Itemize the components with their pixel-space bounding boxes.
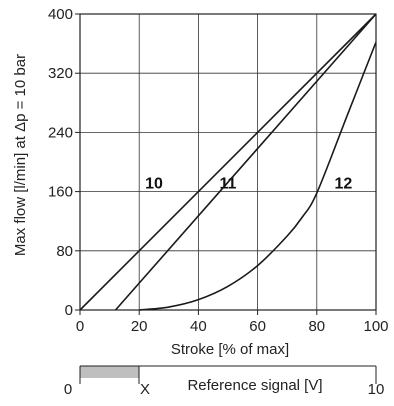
curve-labels: 10 11 12 bbox=[145, 176, 352, 193]
reference-axis-end-label: 10 bbox=[368, 381, 385, 398]
reference-shaded-range bbox=[80, 366, 140, 378]
reference-axis-start-label: 0 bbox=[64, 381, 72, 398]
curve-label-10: 10 bbox=[145, 176, 163, 193]
curve-12 bbox=[139, 41, 377, 311]
y-tick-label: 0 bbox=[65, 302, 73, 319]
y-tick-label: 80 bbox=[56, 243, 73, 260]
curve-label-12: 12 bbox=[335, 176, 353, 193]
y-tick-label: 160 bbox=[48, 184, 73, 201]
y-axis-ticks: 0 80 160 240 320 400 bbox=[48, 6, 80, 319]
x-tick-label: 60 bbox=[249, 318, 266, 335]
x-axis-ticks: 0 20 40 60 80 100 bbox=[76, 310, 389, 335]
x-tick-label: 100 bbox=[363, 318, 388, 335]
reference-axis-title: Reference signal [V] bbox=[187, 377, 322, 394]
x-tick-label: 40 bbox=[190, 318, 207, 335]
y-axis-label: Max flow [l/min] at Δp = 10 bar bbox=[12, 54, 29, 256]
x-axis-label: Stroke [% of max] bbox=[171, 341, 289, 358]
plot-frame bbox=[79, 13, 377, 311]
x-tick-label: 80 bbox=[308, 318, 325, 335]
curve-10 bbox=[79, 13, 377, 311]
curve-11 bbox=[114, 13, 377, 311]
curves bbox=[79, 13, 377, 311]
y-tick-label: 400 bbox=[48, 6, 73, 23]
reference-signal-axis: 0 X Reference signal [V] 10 bbox=[64, 365, 385, 398]
x-tick-label: 0 bbox=[76, 318, 84, 335]
y-tick-label: 320 bbox=[48, 65, 73, 82]
y-tick-label: 240 bbox=[48, 124, 73, 141]
x-tick-label: 20 bbox=[131, 318, 148, 335]
curve-label-11: 11 bbox=[220, 176, 237, 193]
reference-axis-x-label: X bbox=[140, 381, 150, 398]
